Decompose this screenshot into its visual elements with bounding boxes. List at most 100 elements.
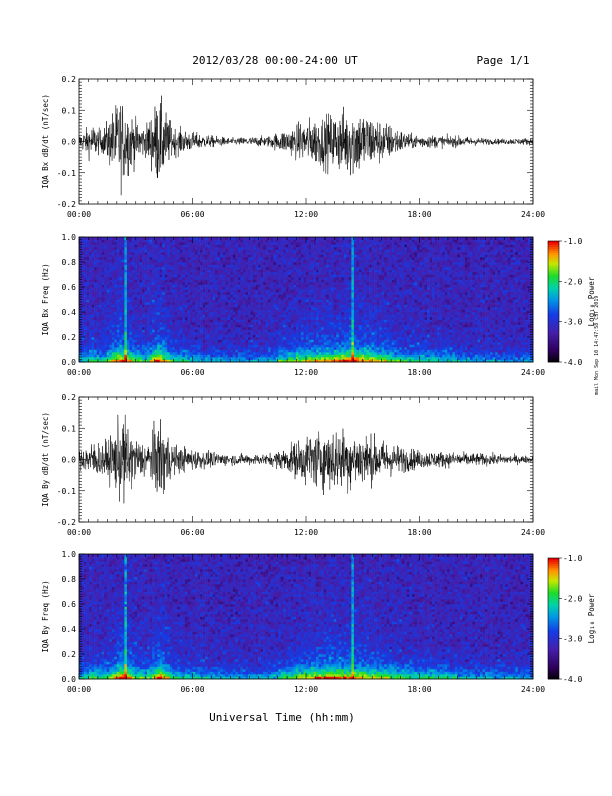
spectrogram-cell — [198, 327, 201, 330]
spectrogram-cell — [150, 275, 153, 278]
spectrogram-cell — [268, 315, 271, 318]
spectrogram-cell — [195, 342, 198, 345]
spectrogram-cell — [124, 322, 127, 325]
spectrogram-cell — [175, 297, 178, 300]
spectrogram-cell — [311, 280, 314, 283]
spectrogram-cell — [157, 322, 160, 325]
spectrogram-cell — [114, 355, 117, 358]
spectrogram-cell — [256, 240, 259, 243]
spectrogram-cell — [306, 240, 309, 243]
spectrogram-cell — [112, 332, 115, 335]
spectrogram-cell — [220, 275, 223, 278]
spectrogram-cell — [155, 355, 158, 358]
spectrogram-cell — [117, 307, 120, 310]
spectrogram-cell — [263, 240, 266, 243]
spectrogram-cell — [203, 245, 206, 248]
spectrogram-cell — [134, 315, 137, 318]
spectrogram-cell — [119, 302, 122, 305]
spectrogram-cell — [137, 355, 140, 358]
spectrogram-cell — [215, 250, 218, 253]
spectrogram-cell — [185, 265, 188, 268]
spectrogram-cell — [253, 280, 256, 283]
spectrogram-cell — [276, 327, 279, 330]
spectrogram-cell — [112, 267, 115, 270]
spectrogram-cell — [127, 335, 130, 338]
spectrogram-cell — [117, 292, 120, 295]
spectrogram-cell — [235, 237, 238, 240]
spectrogram-cell — [263, 282, 266, 285]
spectrogram-cell — [195, 310, 198, 313]
spectrogram-cell — [92, 297, 95, 300]
spectrogram-cell — [283, 350, 286, 353]
spectrogram-cell — [309, 252, 312, 255]
spectrogram-cell — [165, 290, 168, 293]
spectrogram-cell — [150, 237, 153, 240]
spectrogram-cell — [119, 267, 122, 270]
spectrogram-cell — [316, 290, 319, 293]
spectrogram-cell — [195, 332, 198, 335]
spectrogram-cell — [208, 332, 211, 335]
spectrogram-cell — [296, 250, 299, 253]
spectrogram-cell — [87, 305, 90, 308]
spectrogram-cell — [301, 240, 304, 243]
spectrogram-cell — [238, 332, 241, 335]
spectrogram-cell — [263, 245, 266, 248]
spectrogram-cell — [205, 350, 208, 353]
spectrogram-cell — [301, 285, 304, 288]
spectrogram-cell — [97, 247, 100, 250]
spectrogram-cell — [187, 307, 190, 310]
spectrogram-cell — [109, 240, 112, 243]
spectrogram-cell — [253, 357, 256, 360]
spectrogram-cell — [271, 240, 274, 243]
spectrogram-cell — [319, 310, 322, 313]
spectrogram-cell — [230, 287, 233, 290]
spectrogram-cell — [195, 285, 198, 288]
spectrogram-cell — [306, 317, 309, 320]
spectrogram-cell — [291, 295, 294, 298]
spectrogram-cell — [268, 342, 271, 345]
spectrogram-cell — [89, 315, 92, 318]
spectrogram-cell — [109, 247, 112, 250]
spectrogram-cell — [278, 277, 281, 280]
spectrogram-cell — [288, 252, 291, 255]
spectrogram-cell — [253, 242, 256, 245]
spectrogram-cell — [104, 295, 107, 298]
spectrogram-cell — [243, 292, 246, 295]
spectrogram-cell — [253, 317, 256, 320]
spectrogram-cell — [193, 297, 196, 300]
spectrogram-cell — [316, 347, 319, 350]
spectrogram-cell — [203, 262, 206, 265]
spectrogram-cell — [84, 287, 87, 290]
spectrogram-cell — [109, 342, 112, 345]
spectrogram-cell — [175, 340, 178, 343]
spectrogram-cell — [107, 277, 110, 280]
spectrogram-cell — [243, 240, 246, 243]
spectrogram-cell — [117, 357, 120, 360]
spectrogram-cell — [177, 322, 180, 325]
spectrogram-cell — [132, 262, 135, 265]
spectrogram-cell — [243, 302, 246, 305]
spectrogram-cell — [193, 260, 196, 263]
spectrogram-cell — [99, 270, 102, 273]
spectrogram-cell — [195, 267, 198, 270]
spectrogram-cell — [132, 257, 135, 260]
spectrogram-cell — [160, 275, 163, 278]
spectrogram-cell — [256, 317, 259, 320]
spectrogram-cell — [200, 252, 203, 255]
spectrogram-cell — [283, 242, 286, 245]
spectrogram-cell — [109, 295, 112, 298]
spectrogram-cell — [240, 352, 243, 355]
spectrogram-cell — [238, 297, 241, 300]
spectrogram-cell — [205, 302, 208, 305]
spectrogram-cell — [162, 300, 165, 303]
spectrogram-cell — [107, 247, 110, 250]
spectrogram-cell — [185, 262, 188, 265]
spectrogram-cell — [155, 312, 158, 315]
spectrogram-cell — [162, 337, 165, 340]
spectrogram-cell — [94, 290, 97, 293]
spectrogram-cell — [273, 347, 276, 350]
spectrogram-cell — [177, 325, 180, 328]
spectrogram-cell — [198, 350, 201, 353]
spectrogram-cell — [213, 327, 216, 330]
